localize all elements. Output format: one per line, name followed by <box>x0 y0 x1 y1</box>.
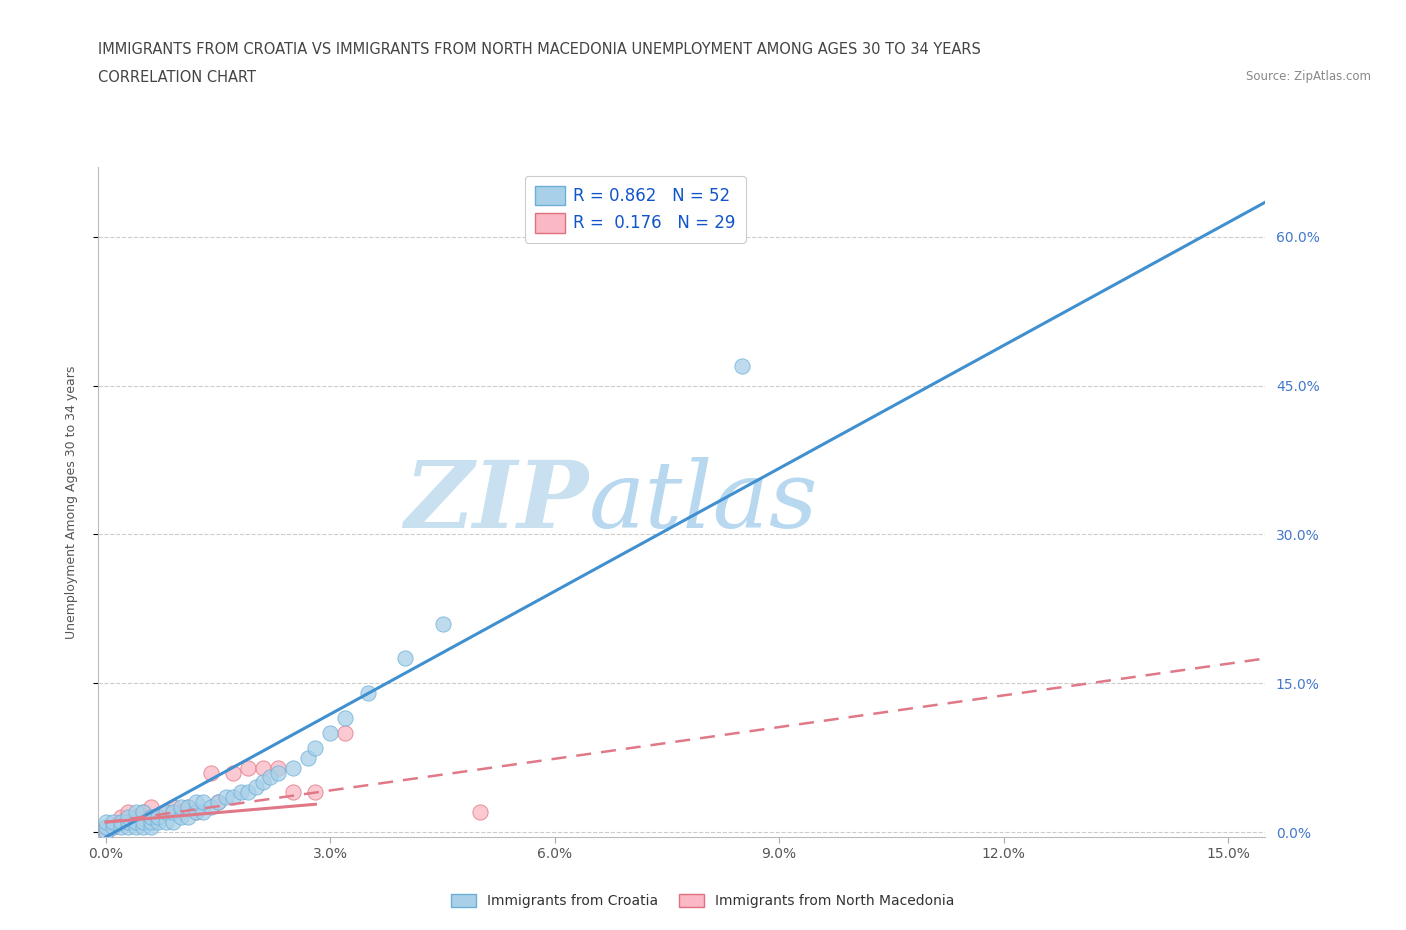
Point <box>170 804 193 819</box>
Point <box>110 815 132 830</box>
Point <box>162 800 184 815</box>
Point <box>304 785 326 800</box>
Point <box>214 790 236 804</box>
Point <box>357 685 380 700</box>
Point <box>139 810 162 825</box>
Text: ZIP: ZIP <box>405 458 589 547</box>
Point <box>155 804 177 819</box>
Point <box>103 819 125 834</box>
Point <box>207 795 229 810</box>
Point <box>132 815 155 830</box>
Point <box>125 815 148 830</box>
Point <box>110 819 132 834</box>
Point <box>148 810 170 825</box>
Point <box>432 617 454 631</box>
Point <box>468 804 491 819</box>
Point <box>132 804 155 819</box>
Point <box>117 804 139 819</box>
Point <box>207 795 229 810</box>
Point <box>139 815 162 830</box>
Point <box>297 751 319 765</box>
Point <box>267 760 290 775</box>
Text: Source: ZipAtlas.com: Source: ZipAtlas.com <box>1246 70 1371 83</box>
Point <box>304 740 326 755</box>
Point <box>281 785 304 800</box>
Text: CORRELATION CHART: CORRELATION CHART <box>98 70 256 85</box>
Point <box>731 358 754 373</box>
Point <box>184 804 207 819</box>
Point <box>117 819 139 834</box>
Point <box>245 780 267 795</box>
Point <box>177 800 200 815</box>
Point <box>132 810 155 825</box>
Point <box>94 825 117 840</box>
Point <box>148 810 170 825</box>
Legend: Immigrants from Croatia, Immigrants from North Macedonia: Immigrants from Croatia, Immigrants from… <box>446 889 960 914</box>
Point <box>94 819 117 834</box>
Point <box>162 815 184 830</box>
Point <box>162 804 184 819</box>
Point <box>229 785 252 800</box>
Point <box>125 819 148 834</box>
Point <box>319 725 342 740</box>
Point <box>94 819 117 834</box>
Point <box>94 815 117 830</box>
Point <box>394 651 416 666</box>
Point <box>177 810 200 825</box>
Text: IMMIGRANTS FROM CROATIA VS IMMIGRANTS FROM NORTH MACEDONIA UNEMPLOYMENT AMONG AG: IMMIGRANTS FROM CROATIA VS IMMIGRANTS FR… <box>98 42 981 57</box>
Point <box>125 804 148 819</box>
Point <box>170 810 193 825</box>
Point <box>335 711 357 725</box>
Point <box>103 815 125 830</box>
Point <box>184 795 207 810</box>
Y-axis label: Unemployment Among Ages 30 to 34 years: Unemployment Among Ages 30 to 34 years <box>65 365 77 639</box>
Point <box>117 810 139 825</box>
Point <box>177 800 200 815</box>
Point <box>236 760 259 775</box>
Point <box>155 804 177 819</box>
Point <box>125 810 148 825</box>
Point <box>110 810 132 825</box>
Point <box>200 800 222 815</box>
Point <box>170 800 193 815</box>
Point <box>110 815 132 830</box>
Point <box>139 800 162 815</box>
Point <box>148 815 170 830</box>
Point <box>200 765 222 780</box>
Text: atlas: atlas <box>589 458 818 547</box>
Point <box>117 815 139 830</box>
Point <box>103 819 125 834</box>
Legend: R = 0.862   N = 52, R =  0.176   N = 29: R = 0.862 N = 52, R = 0.176 N = 29 <box>524 176 745 243</box>
Point <box>191 795 214 810</box>
Point <box>117 815 139 830</box>
Point <box>125 815 148 830</box>
Point <box>139 819 162 834</box>
Point <box>259 770 281 785</box>
Point <box>139 810 162 825</box>
Point <box>252 775 274 790</box>
Point <box>281 760 304 775</box>
Point <box>132 804 155 819</box>
Point <box>267 765 290 780</box>
Point <box>94 825 117 840</box>
Point <box>155 815 177 830</box>
Point <box>335 725 357 740</box>
Point <box>222 765 245 780</box>
Point <box>252 760 274 775</box>
Point <box>236 785 259 800</box>
Point <box>191 804 214 819</box>
Point <box>132 819 155 834</box>
Point <box>222 790 245 804</box>
Point <box>184 804 207 819</box>
